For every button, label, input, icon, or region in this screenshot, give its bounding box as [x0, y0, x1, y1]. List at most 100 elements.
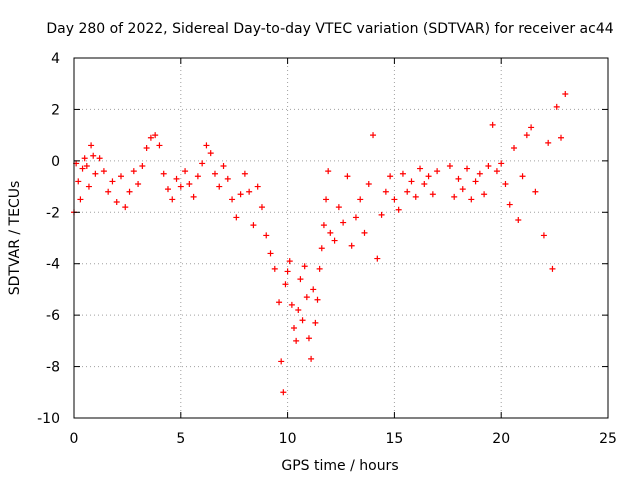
- data-point: [92, 170, 99, 177]
- data-point: [246, 188, 253, 195]
- data-point: [316, 265, 323, 272]
- data-point: [211, 170, 218, 177]
- data-point: [203, 142, 210, 149]
- data-point: [250, 222, 257, 229]
- data-point: [117, 173, 124, 180]
- data-point: [164, 186, 171, 193]
- data-point: [109, 178, 116, 185]
- data-point: [288, 301, 295, 308]
- data-point: [233, 214, 240, 221]
- chart-title: Day 280 of 2022, Sidereal Day-to-day VTE…: [46, 21, 613, 37]
- y-tick-label: -10: [37, 411, 60, 427]
- data-point: [284, 268, 291, 275]
- data-point: [421, 181, 428, 187]
- data-point: [485, 163, 492, 169]
- data-point: [468, 196, 475, 203]
- data-point: [404, 188, 411, 195]
- data-point: [528, 124, 535, 131]
- data-point: [297, 276, 304, 283]
- data-point: [325, 168, 332, 175]
- data-point: [498, 160, 505, 167]
- data-point: [451, 193, 458, 200]
- data-point: [301, 263, 308, 270]
- data-point: [224, 175, 231, 182]
- grid: [74, 58, 608, 418]
- data-point: [199, 160, 206, 167]
- data-point: [96, 155, 103, 162]
- data-point: [160, 170, 167, 177]
- data-point: [258, 204, 265, 211]
- data-point: [241, 170, 248, 177]
- y-tick-label: -8: [46, 360, 60, 376]
- data-point: [323, 196, 330, 203]
- data-point: [399, 170, 406, 177]
- data-point: [361, 229, 368, 236]
- data-point: [177, 183, 184, 190]
- data-point: [100, 168, 107, 175]
- data-point: [220, 163, 227, 169]
- data-point: [429, 191, 436, 198]
- data-point: [472, 178, 479, 185]
- data-point: [90, 152, 97, 159]
- data-point: [229, 196, 236, 203]
- data-point: [105, 188, 112, 195]
- data-point: [558, 134, 565, 141]
- data-point: [216, 183, 223, 190]
- data-point: [357, 196, 364, 203]
- data-point: [267, 250, 274, 257]
- x-tick-label: 5: [176, 431, 185, 447]
- data-point: [152, 132, 159, 139]
- data-point: [88, 142, 95, 149]
- x-axis-label: GPS time / hours: [281, 458, 398, 474]
- data-point: [263, 232, 270, 239]
- data-point: [335, 204, 342, 211]
- data-point: [532, 188, 539, 195]
- data-point: [280, 389, 287, 396]
- data-point: [395, 206, 402, 213]
- data-point: [549, 265, 556, 272]
- data-point: [553, 103, 560, 110]
- data-point: [293, 337, 300, 344]
- data-point: [502, 181, 509, 187]
- x-tick-label: 25: [599, 431, 617, 447]
- y-tick-label: 2: [51, 102, 60, 118]
- data-point: [446, 163, 453, 169]
- data-point: [303, 294, 310, 301]
- data-point: [291, 325, 298, 331]
- data-point: [506, 201, 513, 208]
- y-tick-label: -4: [46, 257, 60, 273]
- data-point: [434, 168, 441, 175]
- data-point: [130, 168, 137, 175]
- data-point: [545, 139, 552, 146]
- data-point: [523, 132, 530, 139]
- data-point: [147, 134, 154, 141]
- x-tick-label: 15: [385, 431, 403, 447]
- data-point: [79, 165, 86, 172]
- axis-ticks: 0 5 10 15 20 25 -10 -8 -6 -4 -2 0 2 4: [37, 51, 617, 447]
- data-point: [425, 173, 432, 180]
- data-point: [254, 183, 261, 190]
- data-point: [310, 286, 317, 293]
- data-point: [327, 229, 334, 236]
- data-point: [207, 150, 214, 157]
- x-tick-label: 10: [279, 431, 297, 447]
- data-point: [143, 145, 150, 151]
- data-point: [489, 121, 496, 128]
- data-point: [81, 155, 88, 162]
- data-point: [493, 168, 500, 175]
- data-point: [139, 163, 146, 169]
- data-point: [173, 175, 180, 182]
- data-point: [126, 188, 133, 195]
- data-point: [83, 163, 90, 169]
- data-point: [391, 196, 398, 203]
- plot-frame: [73, 57, 609, 419]
- data-point: [75, 178, 82, 185]
- data-point: [186, 181, 193, 187]
- data-point: [417, 165, 424, 172]
- data-point: [476, 170, 483, 177]
- data-point: [352, 214, 359, 221]
- data-point: [194, 173, 201, 180]
- data-point: [85, 183, 92, 190]
- data-point: [286, 258, 293, 265]
